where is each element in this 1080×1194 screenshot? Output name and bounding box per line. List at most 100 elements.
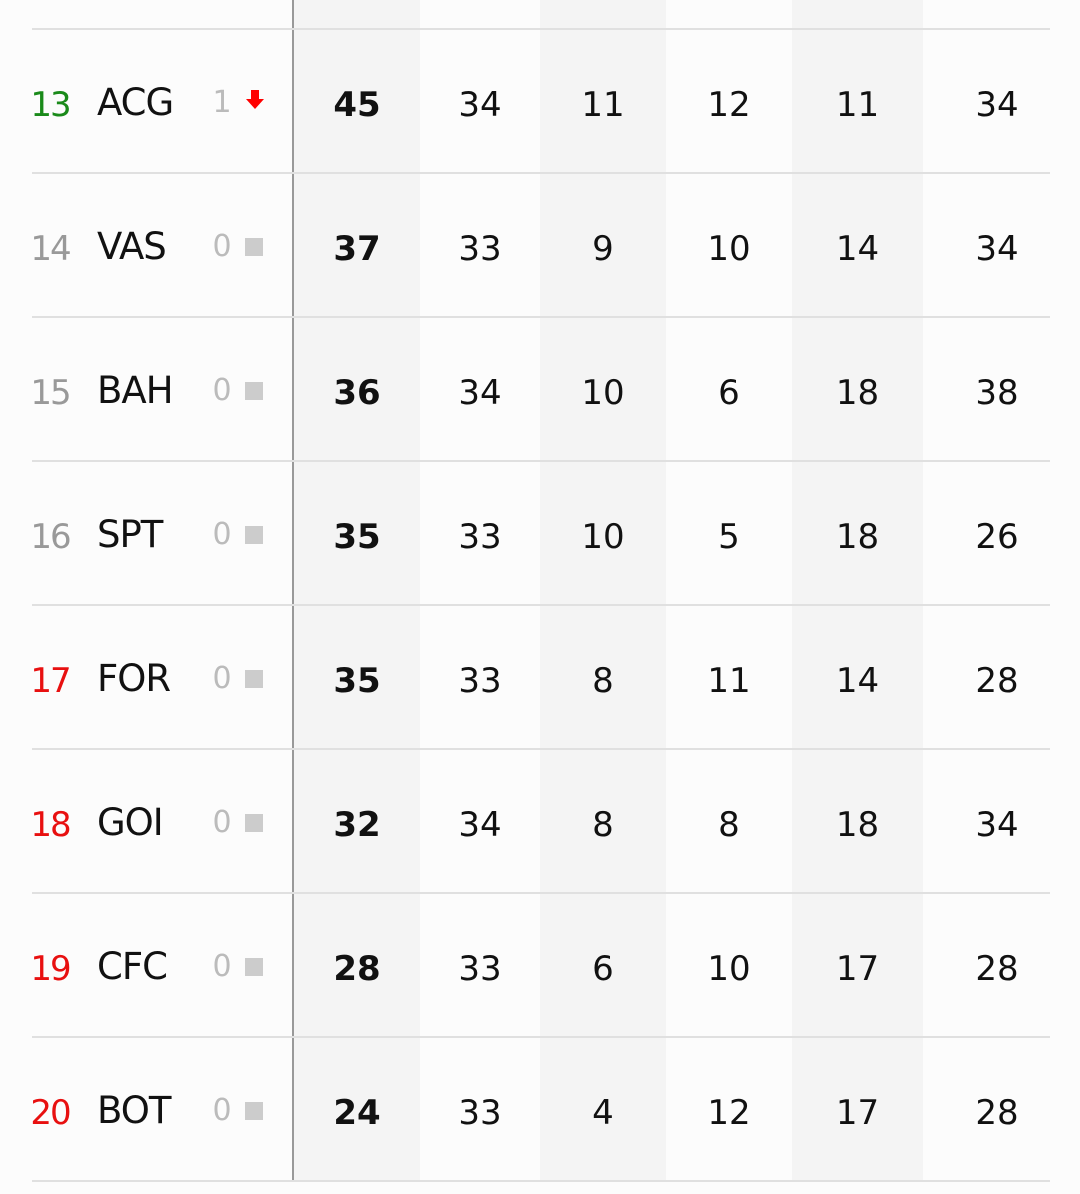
row-divider (32, 172, 1050, 174)
draws-value: 5 (718, 517, 740, 557)
draws-value: 12 (707, 85, 751, 125)
position-change: 0 (212, 373, 232, 408)
losses-value: 14 (835, 229, 880, 269)
goals-value: 28 (975, 661, 1019, 701)
position-change: 0 (212, 661, 232, 696)
table-row[interactable]: 13 ACG 1 45 34 11 12 11 34 (0, 30, 1080, 174)
points-value: 37 (333, 229, 381, 269)
position-change: 0 (212, 1093, 232, 1128)
position: 18 (30, 805, 71, 845)
unchanged-square-icon (245, 1102, 263, 1120)
points-value: 36 (333, 373, 381, 413)
team-name: FOR (97, 657, 171, 700)
goals-value: 34 (975, 805, 1019, 845)
unchanged-square-icon (245, 382, 263, 400)
position: 13 (30, 85, 71, 125)
draws-value: 6 (718, 373, 740, 413)
position-change: 1 (212, 85, 232, 120)
points-value: 32 (333, 805, 381, 845)
table-row[interactable]: 14 VAS 0 37 33 9 10 14 34 (0, 174, 1080, 318)
team-name: ACG (97, 81, 174, 124)
team-name: CFC (97, 945, 168, 988)
games-played-value: 33 (458, 517, 502, 557)
unchanged-square-icon (245, 958, 263, 976)
losses-value: 18 (835, 805, 880, 845)
draws-value: 12 (707, 1093, 751, 1133)
games-played-value: 33 (458, 1093, 502, 1133)
position: 16 (30, 517, 71, 557)
losses-value: 18 (835, 517, 880, 557)
column-divider (292, 0, 294, 1180)
points-value: 35 (333, 517, 381, 557)
wins-value: 8 (592, 661, 614, 701)
position: 20 (30, 1093, 71, 1133)
wins-value: 10 (581, 517, 625, 557)
position-change: 0 (212, 229, 232, 264)
row-divider (32, 892, 1050, 894)
draws-value: 11 (707, 661, 751, 701)
unchanged-square-icon (245, 670, 263, 688)
row-divider (32, 28, 1050, 30)
table-row[interactable]: 20 BOT 0 24 33 4 12 17 28 (0, 1038, 1080, 1182)
position: 17 (30, 661, 71, 701)
position: 19 (30, 949, 71, 989)
table-row[interactable]: 17 FOR 0 35 33 8 11 14 28 (0, 606, 1080, 750)
points-value: 45 (333, 85, 381, 125)
row-divider (32, 748, 1050, 750)
points-value: 24 (333, 1093, 381, 1133)
row-divider (32, 604, 1050, 606)
points-value: 35 (333, 661, 381, 701)
games-played-value: 34 (458, 85, 502, 125)
table-row[interactable]: 15 BAH 0 36 34 10 6 18 38 (0, 318, 1080, 462)
points-value: 28 (333, 949, 381, 989)
goals-value: 26 (975, 517, 1019, 557)
losses-value: 11 (835, 85, 880, 125)
losses-value: 17 (835, 949, 880, 989)
losses-value: 18 (835, 373, 880, 413)
losses-value: 14 (835, 661, 880, 701)
games-played-value: 34 (458, 805, 502, 845)
table-row[interactable]: 16 SPT 0 35 33 10 5 18 26 (0, 462, 1080, 606)
row-divider (32, 316, 1050, 318)
wins-column-shade (540, 0, 666, 1180)
table-row[interactable]: 18 GOI 0 32 34 8 8 18 34 (0, 750, 1080, 894)
goals-value: 28 (975, 949, 1019, 989)
position-change: 0 (212, 805, 232, 840)
losses-column-shade (792, 0, 923, 1180)
wins-value: 10 (581, 373, 625, 413)
team-name: GOI (97, 801, 164, 844)
draws-value: 10 (707, 229, 751, 269)
wins-value: 9 (592, 229, 614, 269)
wins-value: 6 (592, 949, 614, 989)
row-divider (32, 1036, 1050, 1038)
wins-value: 11 (581, 85, 625, 125)
arrow-down-icon (245, 88, 264, 109)
games-played-value: 33 (458, 661, 502, 701)
position: 14 (30, 229, 71, 269)
draws-value: 10 (707, 949, 751, 989)
goals-value: 38 (975, 373, 1019, 413)
draws-value: 8 (718, 805, 740, 845)
games-played-value: 33 (458, 229, 502, 269)
row-divider (32, 1180, 1050, 1182)
points-column-shade (294, 0, 420, 1180)
wins-value: 4 (592, 1093, 614, 1133)
games-played-value: 34 (458, 373, 502, 413)
goals-value: 34 (975, 85, 1019, 125)
losses-value: 17 (835, 1093, 880, 1133)
position-change: 0 (212, 949, 232, 984)
team-name: BAH (97, 369, 174, 412)
table-row[interactable]: 19 CFC 0 28 33 6 10 17 28 (0, 894, 1080, 1038)
team-name: SPT (97, 513, 163, 556)
wins-value: 8 (592, 805, 614, 845)
goals-value: 28 (975, 1093, 1019, 1133)
team-name: VAS (97, 225, 167, 268)
unchanged-square-icon (245, 526, 263, 544)
unchanged-square-icon (245, 814, 263, 832)
games-played-value: 33 (458, 949, 502, 989)
team-name: BOT (97, 1089, 171, 1132)
row-divider (32, 460, 1050, 462)
position: 15 (30, 373, 71, 413)
unchanged-square-icon (245, 238, 263, 256)
goals-value: 34 (975, 229, 1019, 269)
